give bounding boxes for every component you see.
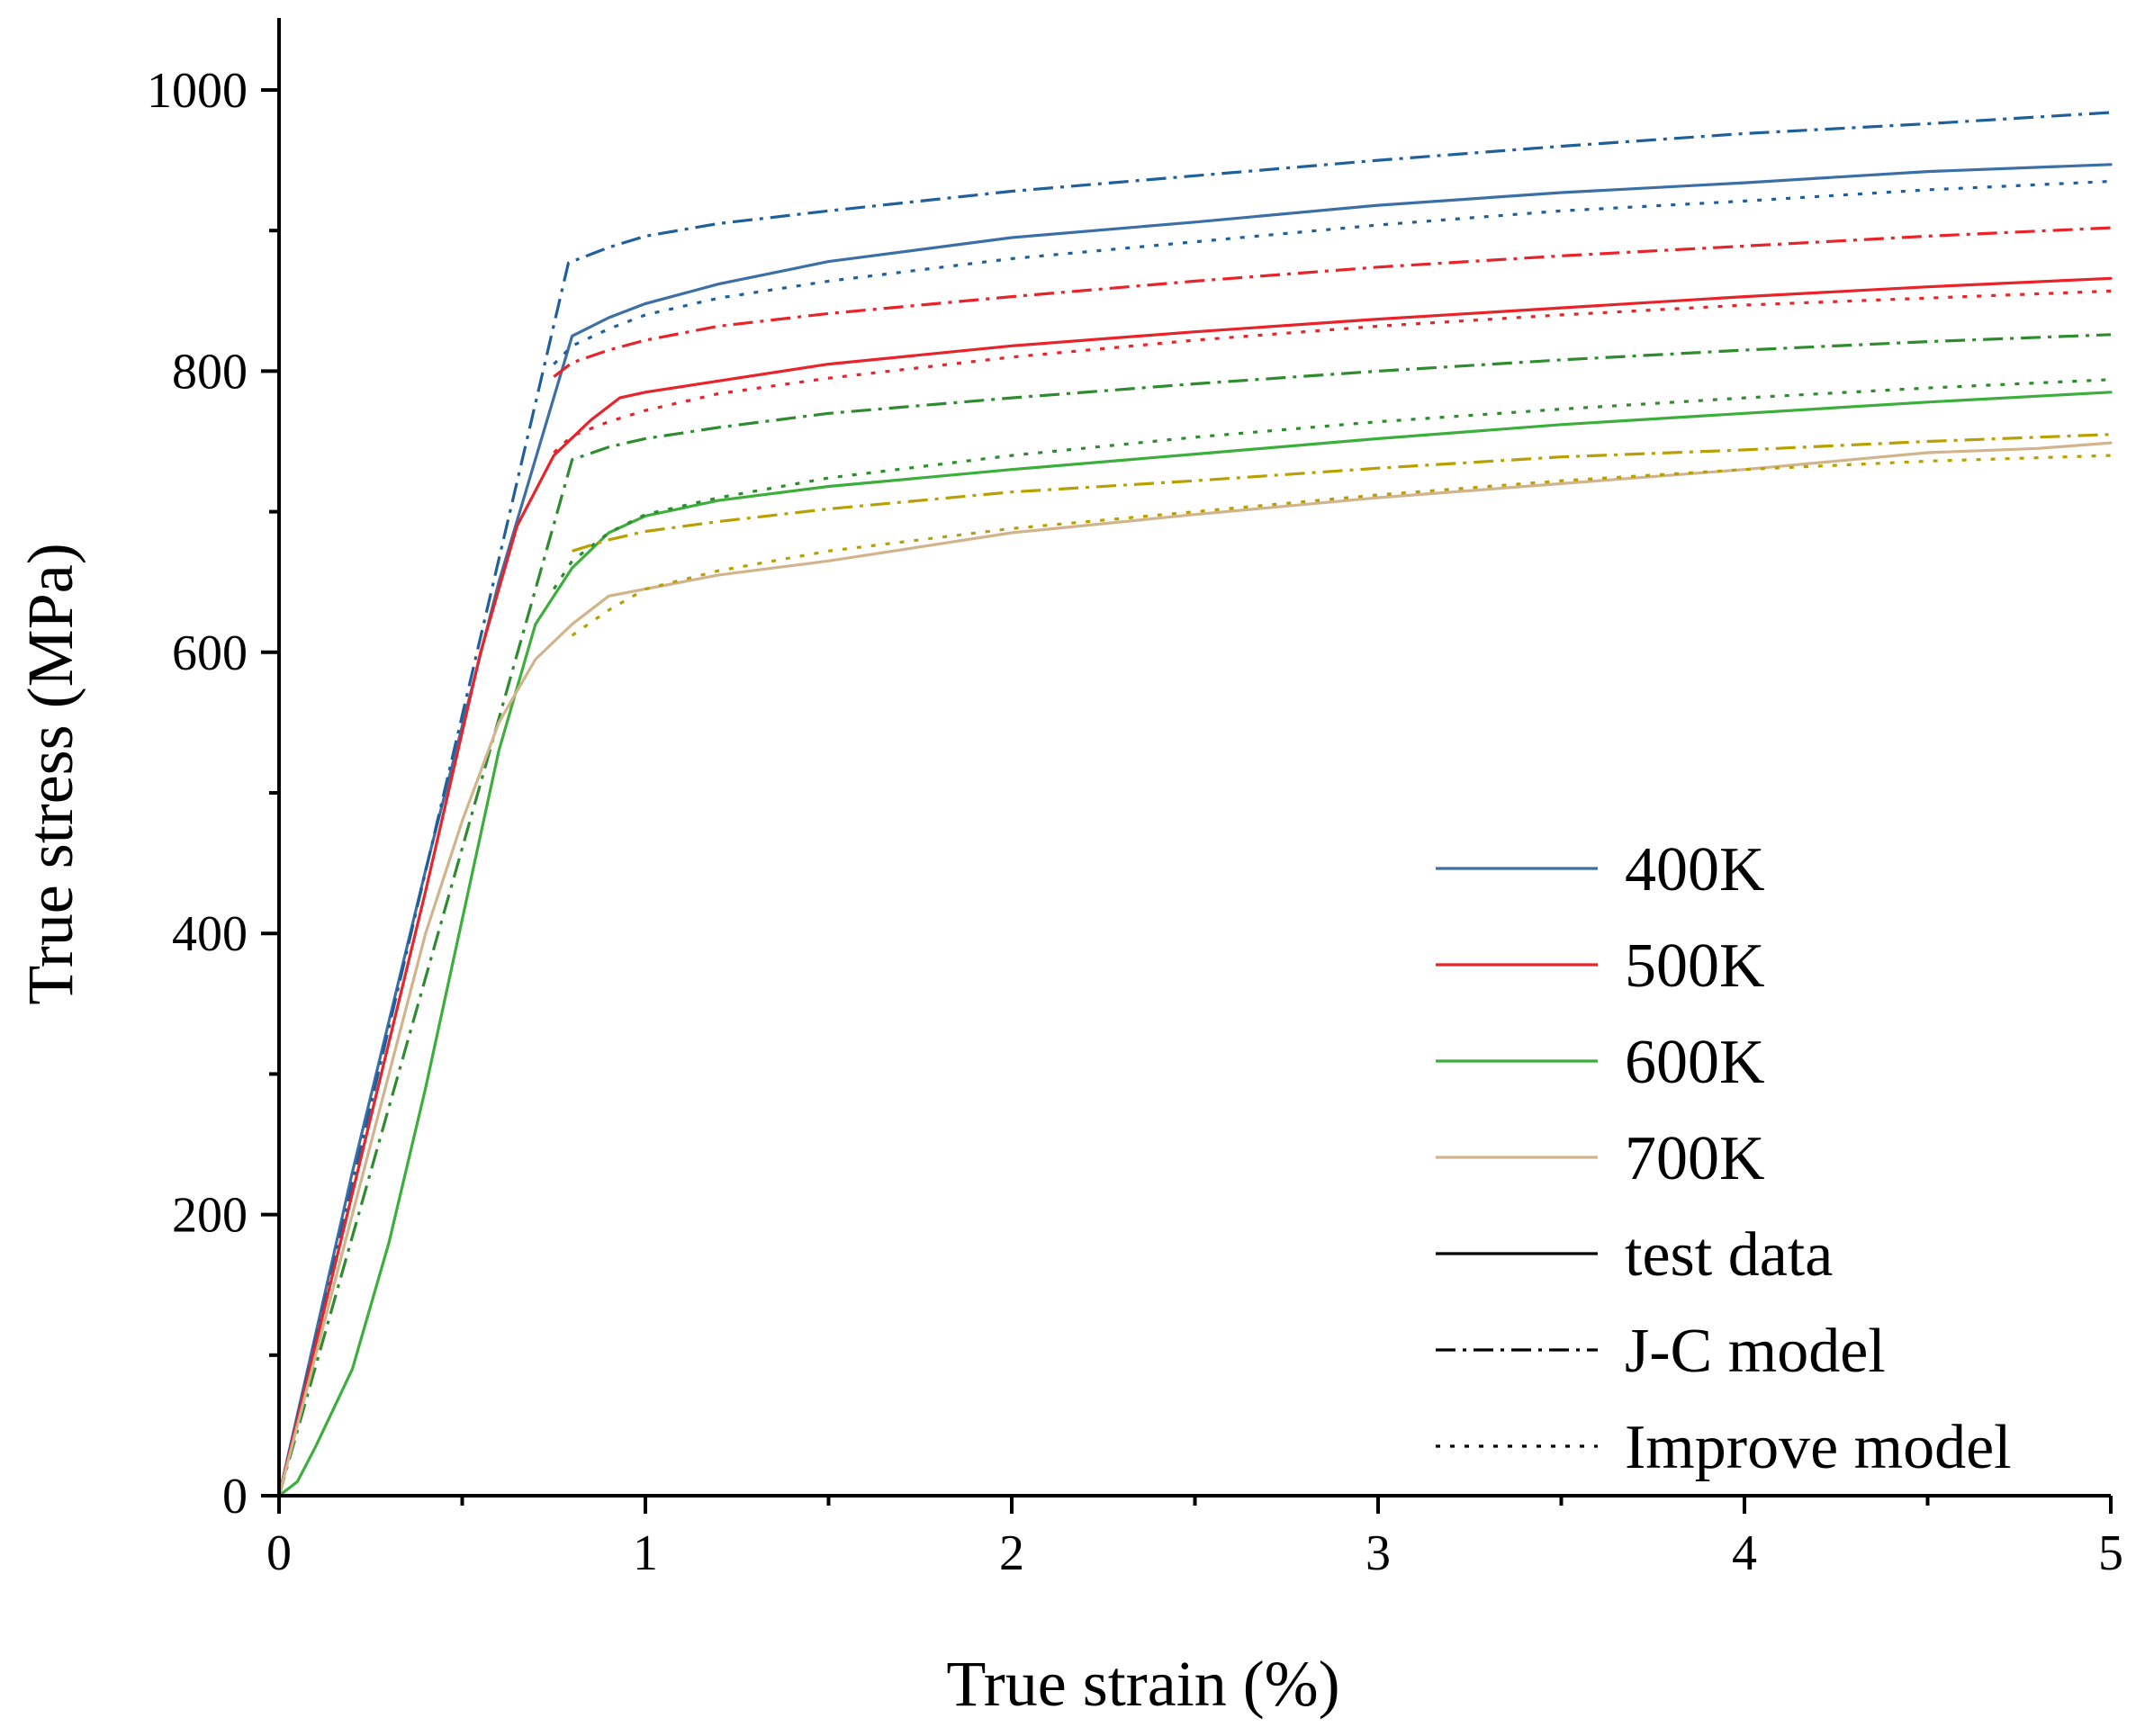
legend-label: 500K [1625, 931, 1765, 1001]
series-700k-test-data [277, 441, 2113, 1498]
y-tick-label: 1000 [147, 63, 248, 119]
x-tick-label: 5 [2098, 1525, 2123, 1581]
y-axis-title: True stress (MPa) [14, 543, 86, 1004]
legend-label: Improve model [1625, 1413, 2012, 1482]
x-tick-label: 3 [1365, 1525, 1391, 1581]
x-tick-label: 2 [999, 1525, 1024, 1581]
series-400k-test-data [277, 163, 2113, 1498]
x-tick-label: 0 [266, 1525, 292, 1581]
series-400k-improve-model [553, 179, 2112, 365]
series-700k-j-c-model [572, 433, 2112, 553]
y-tick-label: 0 [222, 1469, 248, 1525]
y-tick-label: 400 [172, 906, 248, 962]
series-500k-test-data [277, 276, 2113, 1498]
x-tick-label: 1 [633, 1525, 658, 1581]
y-tick-label: 200 [172, 1188, 248, 1244]
x-tick-label: 4 [1732, 1525, 1757, 1581]
series-600k-improve-model [552, 378, 2112, 590]
legend: 400K 500K 600K 700K test data J-C model Improv… [1436, 835, 2012, 1482]
series-600k-test-data [277, 391, 2113, 1498]
legend-label: 400K [1625, 835, 1765, 904]
legend-label: J-C model [1625, 1317, 1886, 1386]
series-500k-j-c-model [553, 226, 2112, 378]
y-tick-label: 600 [172, 625, 248, 681]
series-600k-j-c-model [277, 333, 2112, 1497]
legend-label: 600K [1625, 1028, 1765, 1097]
x-axis-title: True strain (%) [946, 1648, 1339, 1720]
legend-label: 700K [1625, 1124, 1765, 1193]
axes-layer: 0 1 2 3 4 5 0 200 400 600 800 1000 [147, 18, 2123, 1581]
legend-label: test data [1625, 1220, 1833, 1290]
series-layer [277, 111, 2113, 1498]
series-700k-improve-model [571, 454, 2112, 637]
y-tick-label: 800 [172, 344, 248, 400]
series-400k-j-c-model [277, 111, 2112, 1497]
